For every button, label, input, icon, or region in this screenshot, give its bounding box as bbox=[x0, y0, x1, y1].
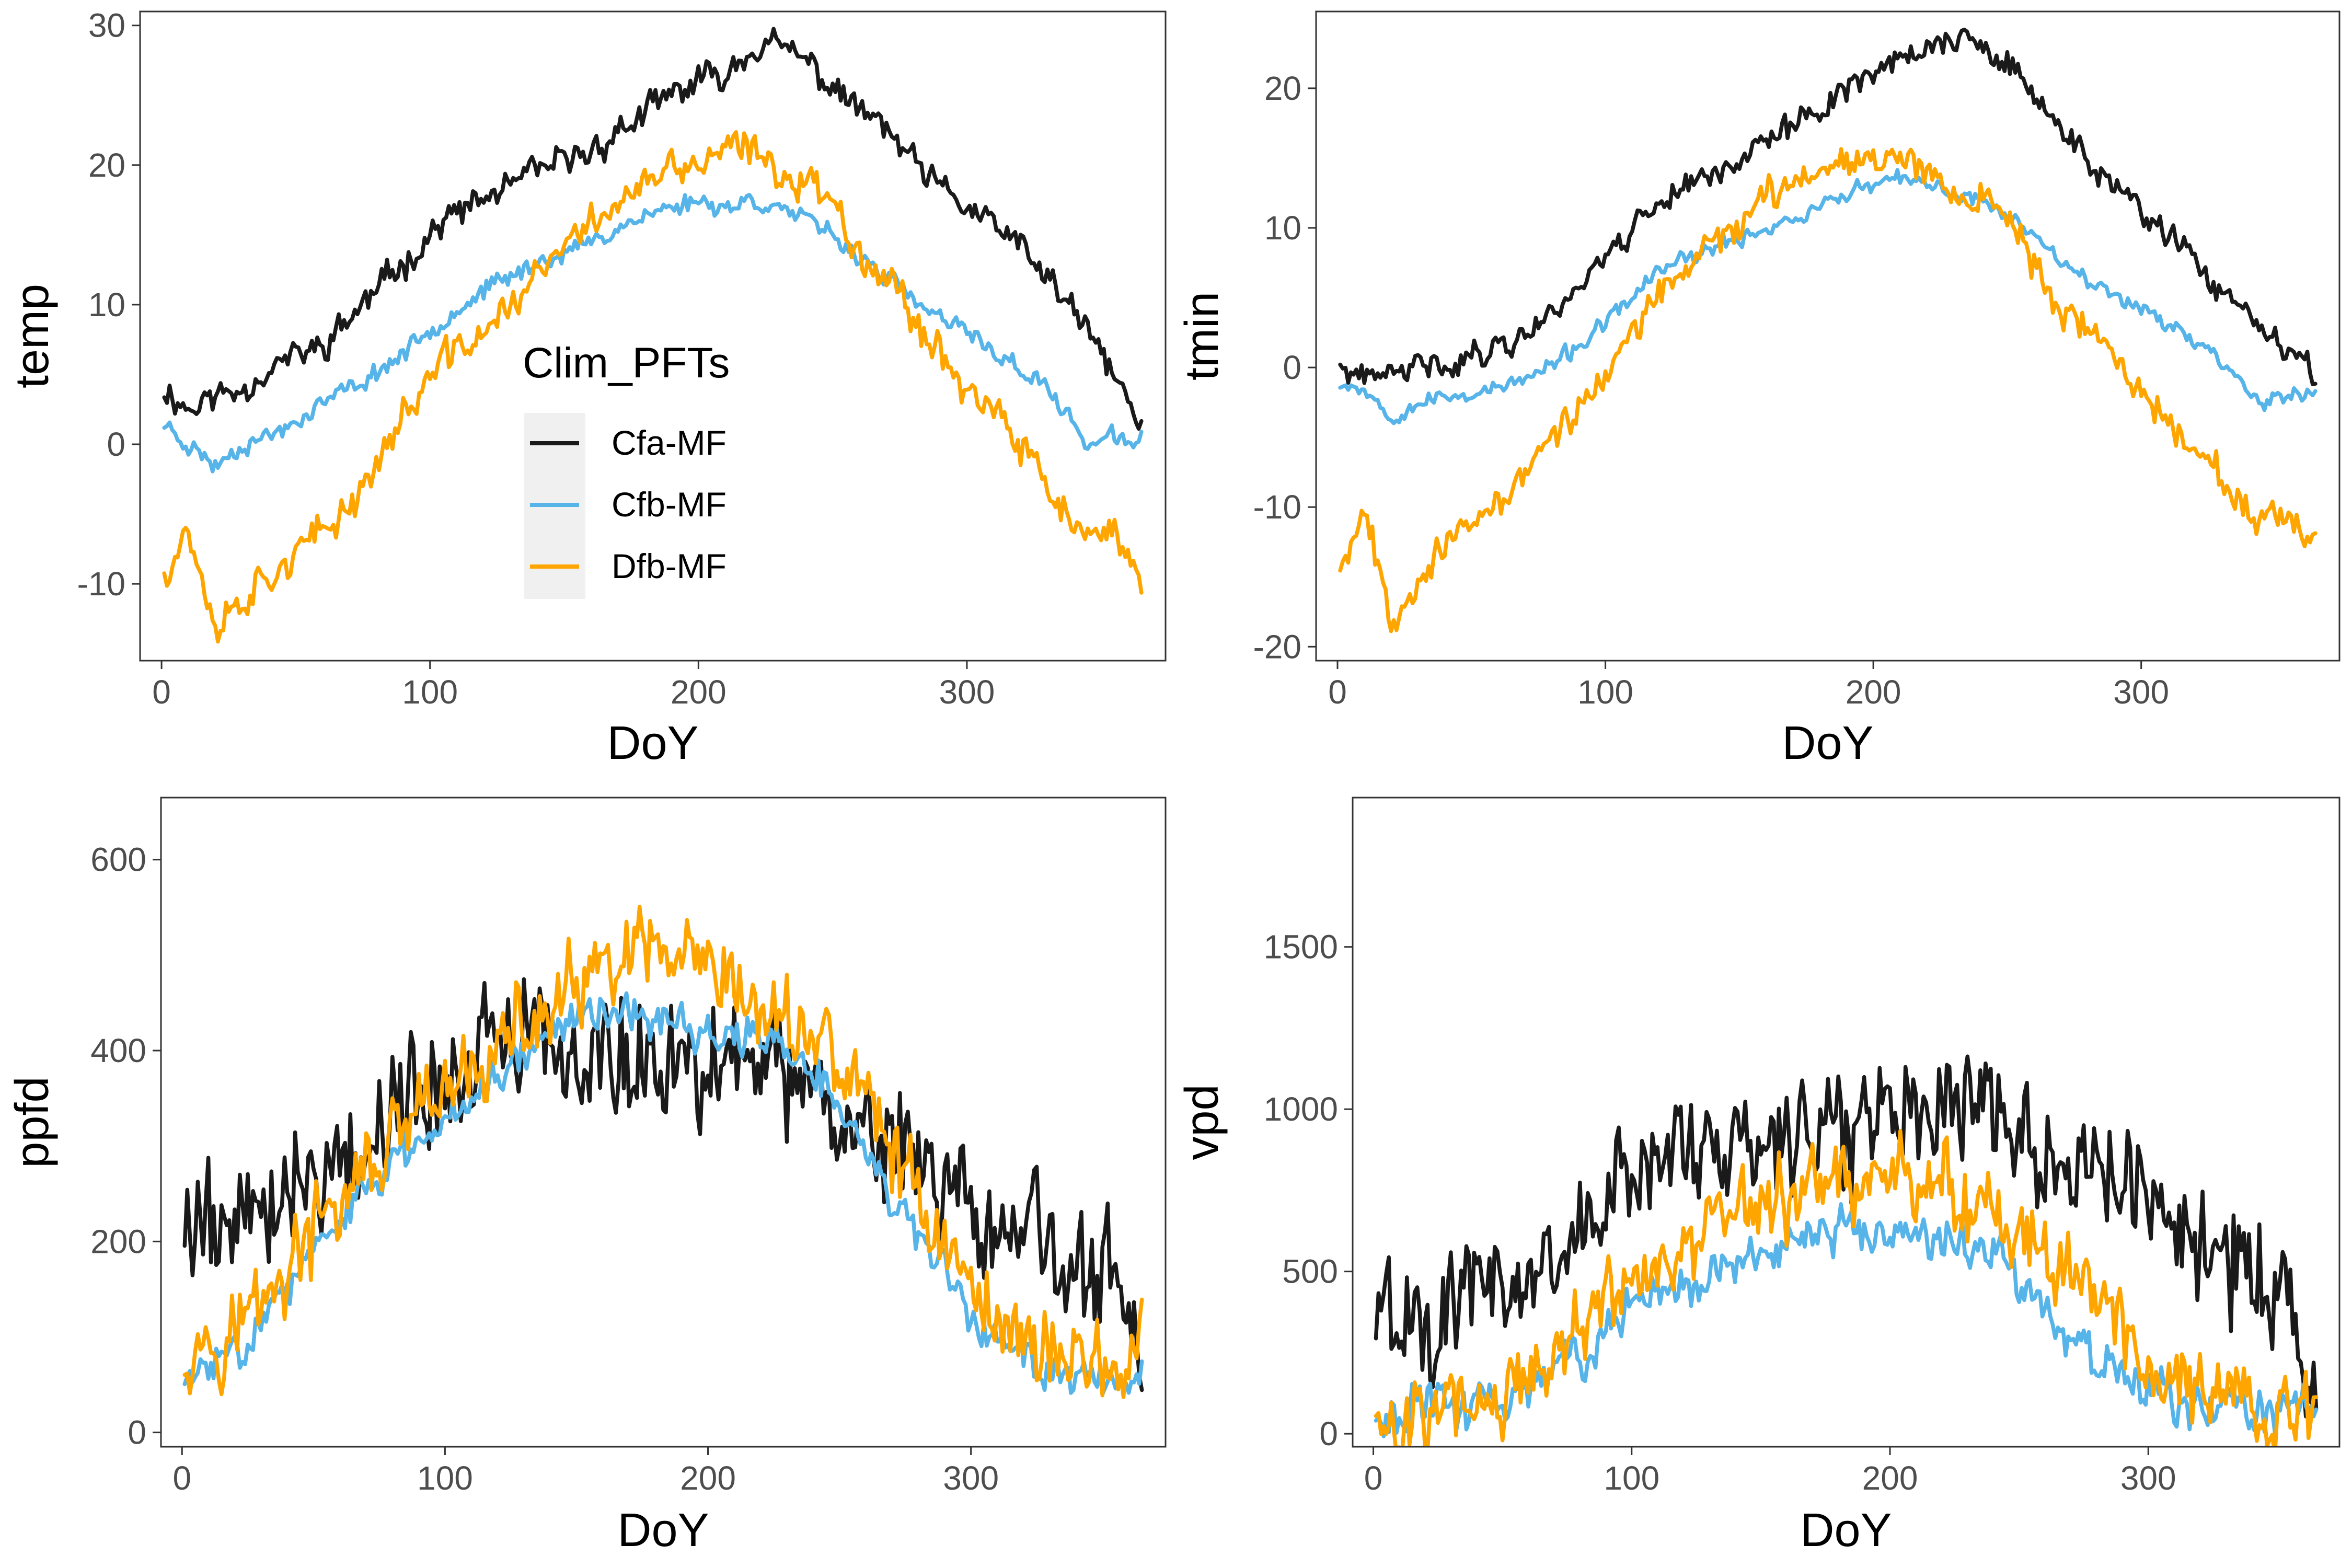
ticks-layer: 0 100 200 300 -10 0 10 20 30 bbox=[77, 7, 995, 711]
y-tick-label: 1000 bbox=[1264, 1090, 1338, 1128]
series-line-cfa-mf bbox=[162, 27, 1144, 431]
legend: Clim_PFTs Cfa-MF Cfb-MF Dfb-MF bbox=[523, 339, 730, 599]
y-tick-label: 20 bbox=[88, 146, 125, 184]
series-line-dfb-mf bbox=[162, 130, 1144, 644]
x-axis-title: DoY bbox=[617, 1504, 709, 1557]
y-axis-title: tmin bbox=[1176, 292, 1228, 381]
y-tick-label: 10 bbox=[1264, 209, 1301, 247]
y-tick-label: 1500 bbox=[1264, 928, 1338, 966]
series-line-cfb-mf bbox=[1338, 168, 2318, 425]
panel-border bbox=[1315, 10, 2341, 662]
y-axis-title: temp bbox=[6, 284, 59, 388]
ticks-layer: 0 100 200 300 0 500 1000 1500 bbox=[1264, 928, 2176, 1497]
x-tick-label: 100 bbox=[402, 673, 458, 711]
y-tick-label: 0 bbox=[1283, 349, 1301, 386]
panel-temp: 0 100 200 300 -10 0 10 20 30 DoY temp bbox=[6, 7, 1167, 769]
legend-title: Clim_PFTs bbox=[523, 339, 730, 387]
series-line-dfb-mf bbox=[182, 905, 1144, 1399]
y-tick-label: -10 bbox=[1253, 488, 1302, 526]
ticks-layer: 0 100 200 300 -20 -10 0 10 20 bbox=[1253, 70, 2170, 711]
y-tick-label: 0 bbox=[128, 1414, 146, 1451]
panel-vpd: 0 100 200 300 0 500 1000 1500 DoY vpd bbox=[1176, 797, 2341, 1557]
x-tick-label: 100 bbox=[1577, 673, 1633, 711]
panel-border bbox=[1352, 797, 2341, 1448]
series-layer bbox=[1374, 1054, 2319, 1447]
series-layer bbox=[1338, 27, 2318, 633]
x-tick-label: 0 bbox=[152, 673, 171, 711]
y-tick-label: -10 bbox=[77, 565, 126, 603]
panel-border bbox=[139, 10, 1167, 662]
series-line-dfb-mf bbox=[1374, 1129, 2319, 1447]
legend-label-cfb-mf: Cfb-MF bbox=[612, 485, 727, 524]
y-tick-label: 600 bbox=[90, 841, 146, 879]
x-axis-title: DoY bbox=[1800, 1504, 1892, 1557]
y-tick-label: 30 bbox=[88, 7, 125, 44]
x-tick-label: 200 bbox=[671, 673, 727, 711]
legend-label-dfb-mf: Dfb-MF bbox=[612, 547, 727, 585]
series-line-cfb-mf bbox=[162, 193, 1144, 474]
y-tick-label: 500 bbox=[1282, 1253, 1338, 1290]
y-tick-label: 400 bbox=[90, 1032, 146, 1069]
x-tick-label: 0 bbox=[1328, 673, 1347, 711]
panel-tmin: 0 100 200 300 -20 -10 0 10 20 DoY tmin bbox=[1176, 10, 2341, 769]
y-tick-label: 0 bbox=[1319, 1415, 1338, 1452]
y-tick-label: -20 bbox=[1253, 628, 1302, 665]
series-line-cfa-mf bbox=[1338, 27, 2318, 386]
y-tick-label: 0 bbox=[107, 425, 125, 463]
x-tick-label: 300 bbox=[943, 1459, 999, 1497]
series-line-cfa-mf bbox=[182, 977, 1144, 1392]
x-axis-title: DoY bbox=[607, 717, 698, 769]
x-tick-label: 300 bbox=[939, 673, 995, 711]
y-tick-label: 10 bbox=[88, 286, 125, 324]
y-axis-title: ppfd bbox=[6, 1076, 59, 1168]
series-line-cfb-mf bbox=[182, 991, 1144, 1397]
x-tick-label: 200 bbox=[1862, 1459, 1918, 1497]
series-layer bbox=[162, 27, 1144, 644]
x-tick-label: 0 bbox=[1364, 1459, 1383, 1497]
y-axis-title: vpd bbox=[1176, 1084, 1228, 1160]
x-tick-label: 200 bbox=[680, 1459, 736, 1497]
series-line-dfb-mf bbox=[1338, 147, 2318, 633]
ticks-layer: 0 100 200 300 0 200 400 600 bbox=[90, 841, 999, 1497]
y-tick-label: 20 bbox=[1264, 70, 1301, 107]
series-line-cfa-mf bbox=[1374, 1054, 2319, 1419]
x-tick-label: 200 bbox=[1846, 673, 1901, 711]
y-tick-label: 200 bbox=[90, 1223, 146, 1260]
x-tick-label: 0 bbox=[172, 1459, 191, 1497]
panel-border bbox=[160, 797, 1167, 1448]
legend-label-cfa-mf: Cfa-MF bbox=[612, 423, 727, 462]
x-tick-label: 300 bbox=[2113, 673, 2169, 711]
x-tick-label: 100 bbox=[417, 1459, 473, 1497]
panel-ppfd: 0 100 200 300 0 200 400 600 DoY ppfd bbox=[6, 797, 1167, 1557]
x-axis-title: DoY bbox=[1782, 717, 1873, 769]
x-tick-label: 300 bbox=[2120, 1459, 2176, 1497]
x-tick-label: 100 bbox=[1604, 1459, 1659, 1497]
series-layer bbox=[182, 905, 1144, 1399]
